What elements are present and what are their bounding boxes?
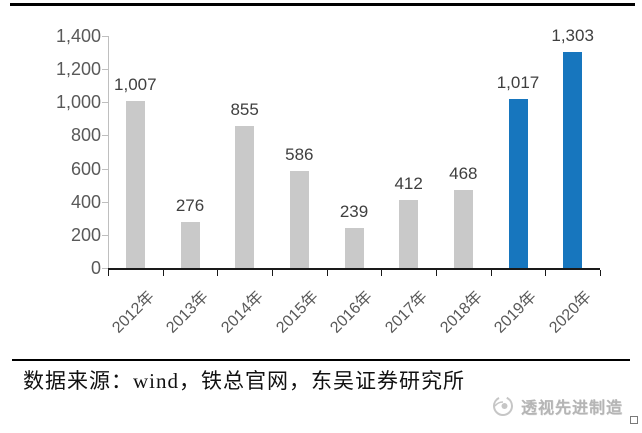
x-axis-label: 2014年 — [218, 288, 267, 337]
x-axis-tick — [272, 270, 273, 276]
watermark-label: 透视先进制造 — [521, 400, 624, 417]
x-axis-tick — [108, 270, 109, 276]
bar-value-label: 586 — [285, 144, 314, 164]
y-axis-tick-label: 800 — [70, 125, 101, 146]
x-axis-line — [108, 268, 600, 270]
bar-2019年 — [508, 99, 528, 268]
bar-2013年 — [180, 222, 200, 268]
bar-2017年 — [399, 199, 419, 268]
x-axis-label: 2018年 — [437, 288, 486, 337]
x-axis-label: 2013年 — [163, 288, 213, 337]
x-axis-tick — [326, 270, 328, 276]
x-axis-label: 2015年 — [273, 288, 322, 337]
y-axis-tick — [102, 234, 108, 236]
x-axis-tick — [162, 270, 164, 276]
y-axis-tick — [102, 168, 108, 170]
bar-2014年 — [235, 126, 255, 268]
bar-value-label: 276 — [175, 196, 205, 216]
y-axis-tick-label: 200 — [70, 224, 101, 245]
swirl-eye-logo-icon — [493, 396, 513, 416]
y-axis-tick — [102, 135, 108, 137]
y-axis-tick-label: 400 — [70, 191, 101, 212]
x-axis-label: 2017年 — [382, 288, 431, 337]
x-axis-label: 2020年 — [546, 288, 595, 337]
source-divider — [12, 359, 630, 361]
end-of-article-square — [630, 416, 638, 424]
bar-2012年 — [125, 101, 145, 268]
y-axis-tick — [102, 201, 108, 203]
y-axis-tick — [102, 102, 108, 104]
x-axis-tick — [217, 270, 219, 276]
y-axis-tick-label: 1,000 — [55, 92, 101, 113]
x-axis-tick — [600, 270, 601, 276]
x-axis-tick — [381, 270, 383, 276]
bar-value-label: 1,017 — [496, 73, 540, 93]
y-axis-line — [108, 36, 109, 268]
bar-2015年 — [289, 170, 309, 268]
x-axis-label: 2012年 — [109, 288, 158, 337]
x-axis-label: 2019年 — [491, 288, 541, 337]
y-axis-tick-label: 1,200 — [55, 59, 101, 80]
x-axis-tick — [545, 270, 547, 276]
y-axis-tick-label: 1,400 — [55, 26, 101, 46]
y-axis-tick — [102, 69, 108, 71]
bar-value-label: 1,303 — [551, 26, 594, 46]
bar-2016年 — [344, 228, 364, 268]
y-axis-tick — [102, 268, 108, 269]
top-divider — [10, 3, 635, 6]
bar-value-label: 412 — [394, 173, 423, 193]
bar-2020年 — [563, 52, 583, 268]
data-source-text: 数据来源：wind，铁总官网，东吴证券研究所 — [23, 369, 465, 393]
bar-value-label: 855 — [230, 100, 259, 120]
y-axis-tick-label: 0 — [90, 258, 101, 278]
bar-value-label: 1,007 — [114, 75, 157, 95]
x-axis-tick — [490, 270, 492, 276]
bar-value-label: 468 — [449, 164, 478, 184]
bar-value-label: 239 — [339, 202, 369, 222]
y-axis-tick — [102, 36, 108, 37]
watermark: 透视先进制造 — [492, 394, 623, 418]
x-axis-tick — [436, 270, 437, 276]
bar-chart: 0 200 400 600 800 1,000 1,200 1,400 1,007 2012年 27… — [55, 26, 601, 337]
y-axis-tick-label: 600 — [70, 158, 101, 179]
x-axis-label: 2016年 — [327, 288, 377, 337]
bar-2018年 — [453, 190, 473, 268]
